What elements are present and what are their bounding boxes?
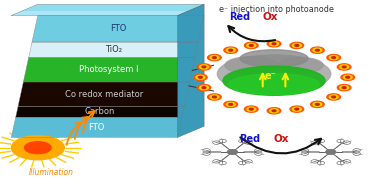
Circle shape <box>200 86 208 90</box>
Circle shape <box>249 108 253 110</box>
Circle shape <box>202 87 206 88</box>
Ellipse shape <box>225 57 278 74</box>
Circle shape <box>270 42 279 46</box>
Circle shape <box>311 47 324 53</box>
Circle shape <box>343 75 352 79</box>
Circle shape <box>313 102 322 106</box>
Circle shape <box>229 49 232 51</box>
Circle shape <box>194 74 207 80</box>
Circle shape <box>249 44 253 46</box>
Ellipse shape <box>278 57 323 73</box>
Circle shape <box>332 96 336 98</box>
Circle shape <box>226 48 235 52</box>
Circle shape <box>290 106 304 112</box>
Polygon shape <box>32 15 204 42</box>
Ellipse shape <box>217 55 331 93</box>
Circle shape <box>293 43 301 48</box>
Circle shape <box>337 64 351 70</box>
Circle shape <box>208 54 221 61</box>
Circle shape <box>210 95 219 99</box>
Circle shape <box>326 150 336 154</box>
Polygon shape <box>11 117 182 137</box>
Ellipse shape <box>240 50 308 67</box>
Circle shape <box>311 101 324 108</box>
Circle shape <box>346 76 350 78</box>
Ellipse shape <box>229 74 319 95</box>
Circle shape <box>342 66 346 68</box>
Circle shape <box>332 57 336 58</box>
Circle shape <box>196 75 205 79</box>
Circle shape <box>290 42 304 49</box>
Circle shape <box>245 42 258 49</box>
Circle shape <box>208 94 221 100</box>
Circle shape <box>267 108 281 114</box>
Circle shape <box>293 107 301 111</box>
Text: e⁻ injection into photoanode: e⁻ injection into photoanode <box>218 5 333 14</box>
Polygon shape <box>178 4 204 137</box>
Circle shape <box>340 65 349 69</box>
Circle shape <box>197 85 211 91</box>
Circle shape <box>272 110 276 112</box>
Circle shape <box>224 47 237 53</box>
Circle shape <box>198 76 202 78</box>
Circle shape <box>224 101 237 108</box>
Polygon shape <box>18 82 190 106</box>
Circle shape <box>200 65 208 69</box>
Circle shape <box>342 87 346 88</box>
Circle shape <box>295 108 299 110</box>
Circle shape <box>212 57 216 58</box>
Circle shape <box>226 102 235 106</box>
Circle shape <box>337 85 351 91</box>
Text: Carbon: Carbon <box>85 107 115 116</box>
Circle shape <box>247 107 256 111</box>
Circle shape <box>295 44 299 46</box>
Text: Red: Red <box>239 134 260 144</box>
Text: Photosystem I: Photosystem I <box>79 65 139 74</box>
Circle shape <box>210 56 219 60</box>
Circle shape <box>229 104 232 105</box>
Circle shape <box>329 56 338 60</box>
Polygon shape <box>11 4 204 15</box>
Polygon shape <box>15 106 184 117</box>
Circle shape <box>270 109 279 113</box>
Text: FTO: FTO <box>110 24 126 33</box>
Circle shape <box>11 136 64 160</box>
Circle shape <box>228 150 237 154</box>
Circle shape <box>327 54 341 61</box>
Circle shape <box>340 86 349 90</box>
Text: Ox: Ox <box>274 134 290 144</box>
Polygon shape <box>11 11 188 15</box>
Circle shape <box>247 43 256 48</box>
Circle shape <box>202 66 206 68</box>
Circle shape <box>212 96 216 98</box>
Circle shape <box>329 95 338 99</box>
Text: Red: Red <box>229 12 251 22</box>
Text: Co redox mediator: Co redox mediator <box>65 90 143 99</box>
Ellipse shape <box>223 66 325 95</box>
Circle shape <box>197 64 211 70</box>
Text: Ox: Ox <box>262 12 278 22</box>
Text: TiO₂: TiO₂ <box>105 45 122 54</box>
Circle shape <box>313 48 322 52</box>
Text: Illumination: Illumination <box>28 168 74 177</box>
Circle shape <box>245 106 258 112</box>
Text: e⁻: e⁻ <box>264 71 276 81</box>
Circle shape <box>25 142 51 154</box>
Circle shape <box>272 43 276 45</box>
Polygon shape <box>23 57 195 82</box>
Circle shape <box>267 41 281 47</box>
Circle shape <box>327 94 341 100</box>
Circle shape <box>316 49 319 51</box>
Text: FTO: FTO <box>88 123 105 132</box>
Circle shape <box>341 74 355 80</box>
Circle shape <box>316 104 319 105</box>
Polygon shape <box>29 42 198 57</box>
